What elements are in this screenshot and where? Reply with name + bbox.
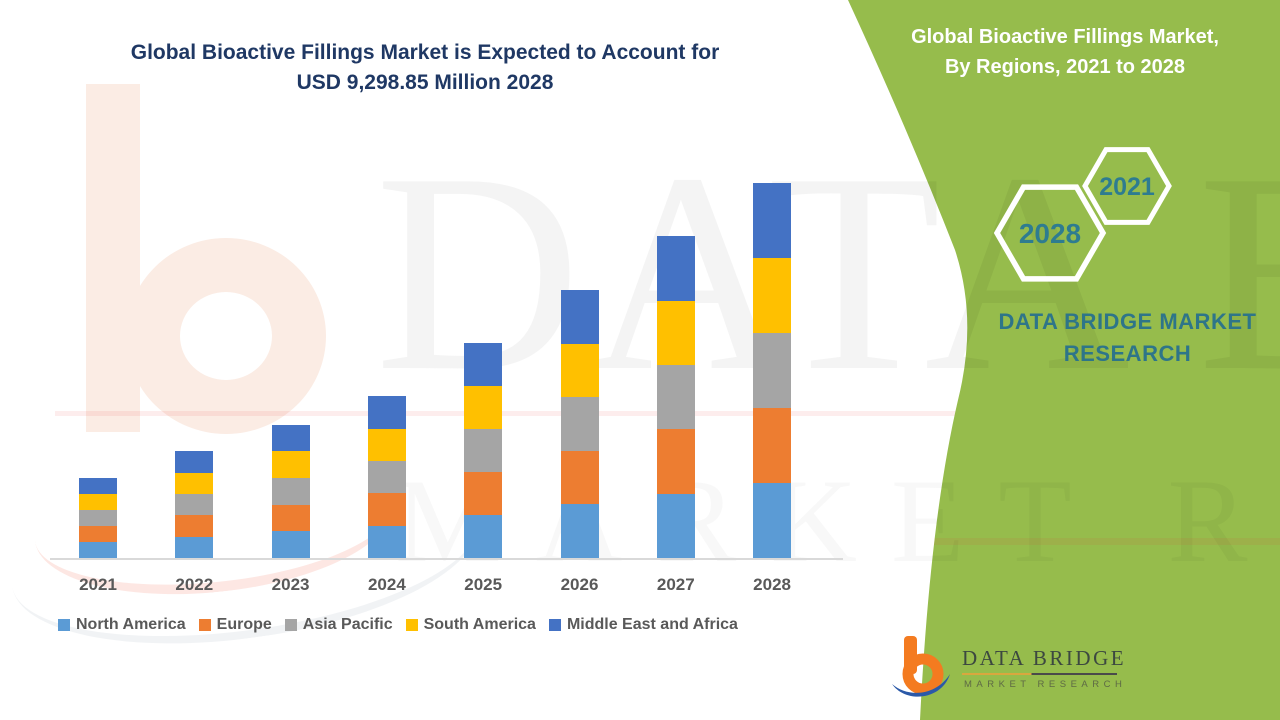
chart-title-line1: Global Bioactive Fillings Market is Expe… — [130, 41, 720, 64]
bar-2028-segment-north-america — [753, 483, 792, 558]
legend-item-middle-east-and-africa: Middle East and Africa — [548, 616, 738, 634]
hexagon-2028-outline — [993, 184, 1107, 282]
hexagon-2021-outline — [1082, 147, 1172, 225]
bar-2023 — [271, 424, 310, 558]
logo-name-text: DATA BRIDGE — [962, 646, 1127, 670]
bar-2024-segment-asia-pacific — [367, 461, 406, 494]
chart-title-line2: USD 9,298.85 Million 2028 — [296, 71, 554, 94]
bar-2023-segment-europe — [271, 504, 310, 532]
legend-item-asia-pacific: Asia Pacific — [284, 616, 393, 634]
bar-2024-segment-middle-east-and-africa — [367, 396, 406, 429]
legend-item-south-america: South America — [405, 616, 536, 634]
bar-2025-segment-south-america — [464, 386, 503, 430]
brand-wordmark: DATA BRIDGE MARKET RESEARCH — [940, 306, 1280, 370]
legend-swatch-europe — [198, 619, 211, 631]
hexagon-2021-label: 2021 — [1099, 173, 1155, 201]
side-panel-title-line2: By Regions, 2021 to 2028 — [944, 56, 1186, 78]
bar-2028-segment-europe — [753, 408, 792, 484]
bar-2023-segment-north-america — [271, 531, 310, 558]
side-panel-title: Global Bioactive Fillings Market, By Reg… — [865, 22, 1265, 82]
chart-title: Global Bioactive Fillings Market is Expe… — [40, 38, 810, 98]
bar-2025 — [464, 343, 503, 558]
bar-2025-segment-north-america — [464, 515, 503, 558]
x-axis-label-2027: 2027 — [656, 575, 695, 594]
bar-2026-segment-south-america — [560, 343, 599, 398]
bar-2027-segment-south-america — [656, 300, 695, 365]
bar-2022-segment-middle-east-and-africa — [175, 451, 214, 473]
bar-2026-segment-europe — [560, 450, 599, 505]
x-axis-label-2021: 2021 — [79, 575, 117, 594]
bar-2021-segment-north-america — [79, 542, 117, 558]
bar-2023-segment-south-america — [271, 451, 310, 478]
bar-2021-segment-south-america — [79, 494, 117, 511]
bar-2027 — [656, 236, 695, 558]
legend-swatch-asia-pacific — [284, 619, 297, 631]
bar-2024-segment-south-america — [367, 428, 406, 462]
bar-2022-segment-asia-pacific — [175, 493, 214, 516]
x-axis-label-2024: 2024 — [367, 575, 406, 594]
hexagon-2028-label: 2028 — [1019, 218, 1081, 249]
bar-2027-segment-north-america — [656, 493, 695, 558]
bar-2026 — [560, 290, 599, 558]
bar-2026-segment-middle-east-and-africa — [560, 290, 599, 344]
legend-label-north-america: North America — [76, 616, 186, 633]
legend-item-europe: Europe — [198, 616, 272, 634]
bar-2021-segment-middle-east-and-africa — [79, 478, 117, 495]
x-axis-label-2023: 2023 — [271, 575, 310, 594]
bar-2023-segment-asia-pacific — [271, 477, 310, 505]
x-axis-label-2025: 2025 — [464, 575, 503, 594]
legend-label-middle-east-and-africa: Middle East and Africa — [566, 616, 738, 633]
logo-b-bowl — [902, 653, 944, 695]
bar-2024-segment-north-america — [367, 525, 406, 558]
side-panel-shape — [848, 0, 1280, 720]
legend-label-south-america: South America — [423, 616, 536, 633]
logo-swoosh — [892, 674, 950, 697]
bar-2021-segment-asia-pacific — [79, 510, 117, 527]
bar-2028 — [753, 183, 792, 558]
bar-2024 — [367, 396, 406, 558]
bar-2025-segment-asia-pacific — [464, 429, 503, 473]
brand-wordmark-line1: DATA BRIDGE MARKET — [998, 309, 1257, 334]
bar-2021-segment-europe — [79, 526, 117, 543]
logo-underline — [962, 673, 1117, 675]
logo-subtitle-text: MARKET RESEARCH — [964, 679, 1127, 690]
x-axis-label-2026: 2026 — [560, 575, 599, 594]
legend-swatch-middle-east-and-africa — [548, 619, 561, 631]
x-axis-label-2028: 2028 — [753, 575, 791, 594]
year-hexagons: 2028 2021 — [993, 147, 1172, 282]
legend-label-asia-pacific: Asia Pacific — [302, 616, 393, 633]
legend-label-europe: Europe — [216, 616, 272, 633]
legend-item-north-america: North America — [58, 616, 186, 634]
data-bridge-logo: DATA BRIDGE MARKET RESEARCH — [878, 632, 1178, 712]
x-axis-label-2022: 2022 — [175, 575, 214, 594]
chart-legend: North America Europe Asia Pacific South Ame… — [58, 616, 738, 634]
bar-2027-segment-asia-pacific — [656, 364, 695, 430]
bar-2022-segment-europe — [175, 515, 214, 537]
bar-2022 — [175, 451, 214, 558]
bar-2021 — [79, 478, 117, 558]
x-axis-line — [50, 558, 843, 560]
bar-2027-segment-middle-east-and-africa — [656, 236, 695, 301]
bar-2028-segment-south-america — [753, 258, 792, 334]
bar-2022-segment-south-america — [175, 472, 214, 494]
bar-2027-segment-europe — [656, 429, 695, 494]
legend-swatch-north-america — [58, 619, 70, 631]
legend-swatch-south-america — [405, 619, 418, 631]
bar-2028-segment-asia-pacific — [753, 333, 792, 409]
bar-2026-segment-north-america — [560, 504, 599, 558]
bar-2025-segment-middle-east-and-africa — [464, 343, 503, 387]
bar-2026-segment-asia-pacific — [560, 397, 599, 451]
bar-2025-segment-europe — [464, 472, 503, 516]
logo-b-icon — [892, 636, 950, 697]
bar-2024-segment-europe — [367, 493, 406, 526]
side-panel-title-line1: Global Bioactive Fillings Market, — [911, 26, 1219, 48]
bar-2028-segment-middle-east-and-africa — [753, 183, 792, 259]
brand-wordmark-line2: RESEARCH — [1063, 341, 1192, 366]
bar-2022-segment-north-america — [175, 536, 214, 558]
side-panel-green-fill — [848, 0, 1280, 720]
